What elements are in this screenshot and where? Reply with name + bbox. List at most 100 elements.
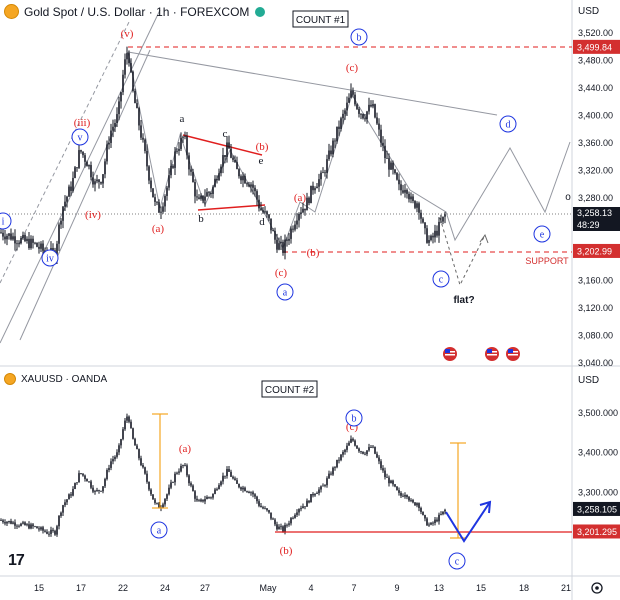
candle-body bbox=[54, 530, 56, 535]
candle-body bbox=[88, 481, 90, 483]
candle-body bbox=[112, 126, 114, 131]
candle-body bbox=[168, 175, 170, 188]
support-label: SUPPORT bbox=[525, 256, 569, 266]
candle-body bbox=[30, 238, 32, 249]
candle-body bbox=[116, 114, 118, 123]
candle-body bbox=[70, 186, 72, 191]
candle-body bbox=[306, 197, 308, 211]
candle-body bbox=[266, 508, 268, 511]
candle-body bbox=[444, 509, 446, 512]
top-symbol[interactable]: Gold Spot / U.S. Dollar bbox=[24, 4, 146, 19]
candle-body bbox=[428, 239, 430, 243]
candle-body bbox=[438, 221, 440, 236]
settings-gear-icon[interactable] bbox=[591, 582, 603, 594]
candle-body bbox=[428, 524, 430, 526]
candle-body bbox=[162, 206, 164, 212]
candle-body bbox=[132, 428, 134, 439]
candle-body bbox=[422, 218, 424, 223]
candle-body bbox=[246, 183, 248, 185]
x-axis[interactable]: 15 17 22 24 27 May 4 7 9 13 15 18 21 bbox=[34, 583, 571, 593]
candle-body bbox=[400, 492, 402, 496]
candle-body bbox=[24, 522, 26, 526]
candle-body bbox=[442, 511, 444, 515]
candle-body bbox=[96, 179, 98, 182]
top-y-axis[interactable]: USD 3,520.00 3,480.00 3,440.00 3,400.00 3,360… bbox=[573, 6, 620, 368]
triangle-upper bbox=[127, 51, 498, 116]
candle-body bbox=[200, 499, 202, 502]
candle-body bbox=[352, 438, 354, 441]
candle-body bbox=[80, 473, 82, 474]
us-flag-icon-1-canton bbox=[445, 349, 450, 353]
bottom-y-axis[interactable]: USD 3,500.000 3,400.000 3,300.000 3,258.105 3… bbox=[573, 375, 620, 539]
candle-body bbox=[350, 90, 352, 98]
candle-body bbox=[230, 471, 232, 477]
candle-body bbox=[324, 172, 326, 174]
candle-body bbox=[86, 478, 88, 482]
candle-body bbox=[392, 162, 394, 170]
b-wave-b-circle: b bbox=[352, 414, 357, 425]
candle-body bbox=[264, 211, 266, 213]
top-y-tick: 3,520.00 bbox=[578, 28, 613, 38]
candle-body bbox=[276, 524, 278, 530]
candle-body bbox=[172, 482, 174, 484]
x-tick-label: May bbox=[259, 583, 277, 593]
candle-body bbox=[78, 150, 80, 168]
candle-body bbox=[246, 491, 248, 492]
candle-body bbox=[204, 499, 206, 502]
candle-body bbox=[18, 243, 20, 245]
sep-1: · bbox=[145, 4, 157, 19]
candle-body bbox=[192, 171, 194, 183]
candle-body bbox=[210, 193, 212, 194]
wave-d-circle: d bbox=[506, 120, 511, 131]
candle-body bbox=[78, 473, 80, 483]
candle-body bbox=[320, 486, 322, 490]
candle-body bbox=[334, 467, 336, 468]
candle-body bbox=[152, 188, 154, 198]
bottom-support-tag: 3,201.295 bbox=[577, 527, 617, 537]
wave-c-circle-circle bbox=[432, 270, 450, 288]
candle-body bbox=[256, 496, 258, 502]
us-flag-icon-1 bbox=[443, 347, 457, 361]
candle-body bbox=[398, 179, 400, 185]
tradingview-logo-icon[interactable]: 17 bbox=[8, 552, 25, 569]
candle-body bbox=[344, 449, 346, 453]
candle-body bbox=[216, 178, 218, 181]
candle-body bbox=[226, 142, 228, 158]
candle-body bbox=[94, 181, 96, 185]
candle-body bbox=[90, 165, 92, 178]
top-y-tick: 3,400.00 bbox=[578, 111, 613, 121]
top-y-tick: 3,160.00 bbox=[578, 276, 613, 286]
candle-body bbox=[354, 440, 356, 446]
bottom-source[interactable]: OANDA bbox=[71, 373, 108, 385]
candle-body bbox=[0, 520, 2, 521]
candle-body bbox=[256, 191, 258, 200]
candle-body bbox=[160, 211, 162, 213]
candle-body bbox=[220, 481, 222, 486]
candle-body bbox=[196, 498, 198, 501]
count2-label: COUNT #2 bbox=[265, 385, 315, 396]
candle-body bbox=[96, 489, 98, 492]
top-interval[interactable]: 1h bbox=[156, 4, 170, 19]
candle-body bbox=[260, 208, 262, 211]
bottom-symbol[interactable]: XAUUSD bbox=[21, 373, 63, 385]
candle-body bbox=[274, 230, 276, 240]
candle-body bbox=[68, 494, 70, 500]
candle-body bbox=[384, 470, 386, 478]
candle-body bbox=[6, 521, 8, 524]
candle-body bbox=[364, 453, 366, 455]
candle-body bbox=[280, 241, 282, 244]
candle-body bbox=[304, 208, 306, 211]
candle-body bbox=[34, 242, 36, 244]
top-source[interactable]: FOREXCOM bbox=[180, 4, 250, 19]
candle-body bbox=[176, 150, 178, 152]
candle-body bbox=[132, 71, 134, 91]
candle-body bbox=[316, 493, 318, 494]
candle-body bbox=[394, 484, 396, 487]
candle-body bbox=[390, 480, 392, 484]
candle-body bbox=[226, 469, 228, 477]
candle-body bbox=[336, 126, 338, 142]
candle-body bbox=[426, 518, 428, 526]
candle-body bbox=[260, 505, 262, 508]
candle-body bbox=[206, 192, 208, 197]
sep-2: · bbox=[169, 4, 181, 19]
